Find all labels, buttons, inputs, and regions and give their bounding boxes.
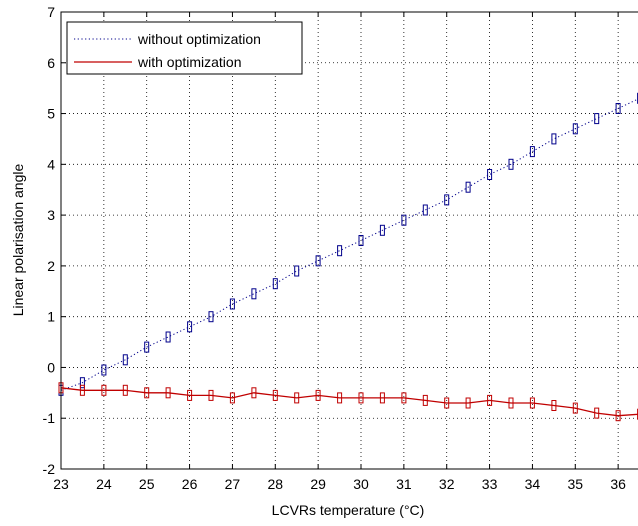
data-point-without-optimization (251, 288, 257, 300)
series-with-optimization (58, 382, 638, 422)
data-point-without-optimization (79, 377, 85, 389)
data-point-with-optimization (79, 384, 85, 396)
x-tick-label: 23 (53, 476, 69, 492)
tick-labels: 232425262728293031323334353637-2-1012345… (43, 4, 627, 492)
y-tick-label: -1 (43, 410, 56, 426)
data-point-without-optimization (101, 364, 107, 376)
x-tick-label: 29 (310, 476, 326, 492)
y-tick-label: 4 (47, 156, 55, 172)
data-point-with-optimization (379, 392, 385, 404)
data-point-without-optimization (165, 331, 171, 343)
data-point-without-optimization (444, 194, 450, 206)
data-point-with-optimization (229, 392, 235, 404)
data-point-with-optimization (272, 389, 278, 401)
y-tick-label: 0 (47, 359, 55, 375)
y-tick-label: -2 (43, 461, 56, 477)
data-point-with-optimization (615, 410, 621, 422)
data-point-with-optimization (508, 397, 514, 409)
data-point-without-optimization (122, 354, 128, 366)
legend-label-with-optimization: with optimization (137, 54, 242, 70)
y-tick-label: 3 (47, 207, 55, 223)
data-point-without-optimization (422, 204, 428, 216)
x-tick-label: 33 (482, 476, 498, 492)
axis-ticks (60, 11, 619, 470)
x-tick-label: 25 (139, 476, 155, 492)
data-point-with-optimization (251, 387, 257, 399)
x-tick-label: 36 (610, 476, 626, 492)
data-point-without-optimization (294, 265, 300, 277)
x-tick-label: 32 (439, 476, 455, 492)
data-point-with-optimization (165, 387, 171, 399)
y-tick-label: 5 (47, 106, 55, 122)
data-point-with-optimization (529, 397, 535, 409)
data-point-without-optimization (551, 133, 557, 145)
y-tick-label: 6 (47, 55, 55, 71)
data-point-with-optimization (122, 384, 128, 396)
x-tick-label: 31 (396, 476, 412, 492)
data-point-without-optimization (187, 321, 193, 333)
data-point-without-optimization (337, 245, 343, 257)
data-point-without-optimization (401, 214, 407, 226)
data-point-with-optimization (594, 407, 600, 419)
data-point-with-optimization (422, 394, 428, 406)
y-axis-label: Linear polarisation angle (10, 164, 26, 317)
x-axis-label: LCVRs temperature (°C) (272, 502, 425, 518)
y-tick-label: 1 (47, 309, 55, 325)
series-line-with-optimization (60, 387, 638, 417)
data-point-without-optimization (229, 298, 235, 310)
data-point-with-optimization (144, 387, 150, 399)
data-point-without-optimization (465, 181, 471, 193)
x-tick-label: 26 (182, 476, 198, 492)
data-point-with-optimization (487, 394, 493, 406)
data-point-with-optimization (101, 384, 107, 396)
data-point-with-optimization (444, 397, 450, 409)
data-point-without-optimization (594, 113, 600, 125)
data-point-with-optimization (337, 392, 343, 404)
data-point-with-optimization (465, 397, 471, 409)
x-tick-label: 30 (353, 476, 369, 492)
data-point-without-optimization (358, 235, 364, 246)
x-tick-label: 28 (267, 476, 283, 492)
data-point-with-optimization (187, 389, 193, 401)
series-layer (58, 92, 638, 422)
data-point-without-optimization (615, 103, 621, 114)
x-tick-label: 27 (225, 476, 241, 492)
data-point-with-optimization (294, 392, 300, 404)
y-tick-label: 7 (47, 4, 55, 20)
legend-label-without-optimization: without optimization (137, 31, 261, 47)
legend-box (66, 21, 303, 75)
data-point-without-optimization (508, 158, 514, 170)
data-point-without-optimization (144, 341, 150, 353)
series-line-without-optimization (60, 98, 638, 391)
x-tick-label: 34 (525, 476, 541, 492)
y-tick-label: 2 (47, 258, 55, 274)
data-point-with-optimization (401, 392, 407, 404)
data-point-without-optimization (272, 278, 278, 290)
data-point-with-optimization (551, 400, 557, 411)
x-tick-label: 24 (96, 476, 112, 492)
data-point-without-optimization (315, 255, 321, 267)
data-point-with-optimization (208, 389, 214, 401)
data-point-without-optimization (572, 123, 578, 135)
legend: without optimization with optimization (66, 21, 303, 75)
data-point-without-optimization (487, 169, 493, 180)
data-point-with-optimization (572, 402, 578, 414)
data-point-without-optimization (379, 224, 385, 236)
x-tick-label: 35 (567, 476, 583, 492)
data-point-without-optimization (208, 311, 214, 323)
series-without-optimization (58, 92, 638, 396)
data-point-with-optimization (315, 389, 321, 401)
data-point-without-optimization (529, 146, 535, 158)
data-point-with-optimization (358, 392, 364, 404)
